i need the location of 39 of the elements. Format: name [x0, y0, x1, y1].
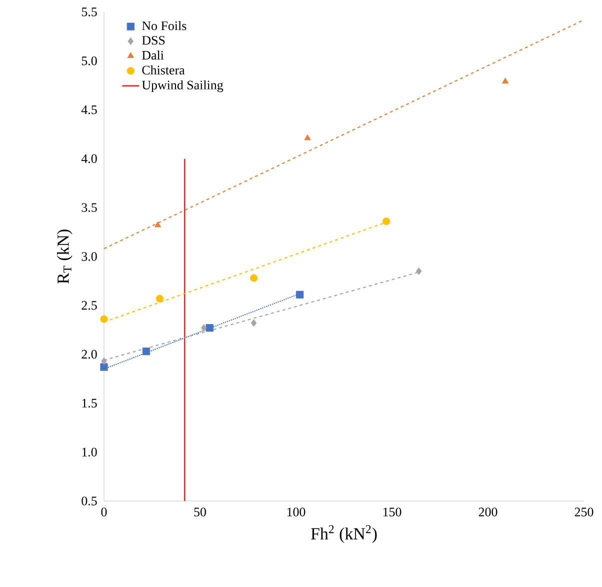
x-axis-title: Fh$^{2}$ (kN$^{2}$) [311, 525, 377, 543]
x-tick-label: 100 [287, 508, 306, 516]
x-tick-label: 250 [574, 508, 594, 516]
point [154, 221, 162, 228]
point [206, 324, 214, 332]
x-tick-label: 150 [383, 508, 402, 516]
y-tick-label: 4.5 [81, 105, 97, 114]
x-tick-label: 200 [478, 508, 498, 516]
y-tick-label: 5.5 [82, 8, 97, 16]
y-axis-title: R$_{T}$ (kN) [56, 230, 72, 284]
point [296, 290, 304, 298]
point [250, 319, 257, 327]
y-tick-label: 2.0 [82, 350, 97, 359]
y-tick-label: 0.5 [82, 496, 97, 506]
legend-label: Upwind Sailing [142, 80, 224, 92]
legend-label: Dali [142, 50, 164, 60]
point [100, 363, 108, 371]
y-tick-label: 3.0 [82, 252, 97, 261]
y-tick-label: 5.0 [82, 56, 97, 66]
point [101, 357, 107, 365]
point [416, 267, 422, 275]
point [142, 348, 150, 356]
y-tick-label: 1.0 [82, 448, 97, 457]
point [304, 134, 311, 140]
point [502, 78, 509, 84]
legend-label: DSS [142, 36, 165, 45]
y-tick-label: 4.0 [81, 154, 97, 164]
x-tick-label: 0 [101, 508, 107, 516]
point [156, 294, 164, 302]
legend-label: Chistera [142, 65, 185, 75]
y-tick-label: 2.5 [82, 301, 97, 310]
y-tick-label: 1.5 [82, 398, 97, 408]
point [382, 218, 390, 226]
point [100, 315, 108, 323]
x-tick-label: 50 [194, 508, 206, 516]
legend-label: No Foils [142, 21, 186, 30]
point [200, 324, 207, 332]
y-tick-label: 3.5 [82, 203, 97, 212]
point [250, 274, 258, 282]
